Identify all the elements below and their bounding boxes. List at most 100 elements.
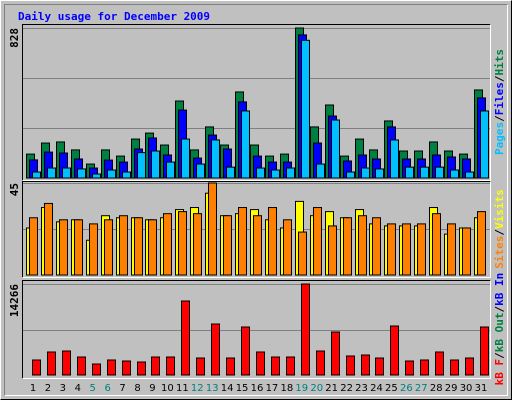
- x-tick-label: 25: [385, 383, 398, 394]
- bar: [148, 219, 157, 276]
- x-tick-label: 3: [60, 383, 66, 394]
- x-tick-label: 5: [90, 383, 96, 394]
- bar: [375, 357, 384, 376]
- x-tick-label: 8: [134, 383, 140, 394]
- legend-separator: /: [493, 229, 506, 236]
- x-tick-label: 15: [236, 383, 249, 394]
- x-tick-label: 7: [119, 383, 125, 394]
- legend-separator: /: [493, 305, 506, 312]
- bar: [465, 357, 474, 376]
- legend: kB F/kB Out/kB In: [493, 273, 506, 386]
- bar: [92, 173, 101, 179]
- bar: [271, 356, 280, 376]
- bar: [77, 168, 86, 179]
- x-tick-label: 21: [325, 383, 338, 394]
- bar: [89, 223, 98, 276]
- bar: [47, 351, 56, 376]
- bar: [331, 119, 340, 179]
- bar: [450, 169, 459, 179]
- bar: [343, 217, 352, 276]
- bar: [432, 213, 441, 276]
- x-tick-label: 23: [355, 383, 368, 394]
- bar: [301, 283, 310, 376]
- bar: [211, 323, 220, 376]
- x-tick-label: 4: [75, 383, 81, 394]
- x-tick-label: 16: [251, 383, 264, 394]
- bar: [166, 356, 175, 376]
- bar: [122, 360, 131, 376]
- bar: [390, 325, 399, 376]
- bar: [450, 359, 459, 376]
- bar: [286, 356, 295, 376]
- bar: [435, 166, 444, 179]
- chart-title: Daily usage for December 2009: [18, 10, 210, 23]
- x-tick-label: 28: [430, 383, 443, 394]
- bar: [151, 150, 160, 179]
- bar: [361, 354, 370, 376]
- bar: [271, 169, 280, 179]
- bar: [119, 215, 128, 276]
- bar: [226, 166, 235, 179]
- legend-separator: /: [493, 75, 506, 82]
- legend-entry: Files: [493, 82, 506, 115]
- bar: [137, 361, 146, 376]
- x-tick-label: 30: [460, 383, 473, 394]
- bar: [134, 217, 143, 276]
- bar: [223, 215, 232, 276]
- bar: [435, 351, 444, 376]
- x-tick-label: 31: [475, 383, 488, 394]
- x-tick-label: 29: [445, 383, 458, 394]
- bar: [181, 300, 190, 376]
- bar: [241, 110, 250, 179]
- panel-edge-dark: [22, 24, 491, 181]
- bar: [151, 356, 160, 376]
- legend: Pages/Files/Hits: [493, 49, 506, 155]
- x-tick-label: 18: [280, 383, 293, 394]
- bar: [346, 355, 355, 376]
- bar: [420, 359, 429, 376]
- x-tick-label: 17: [266, 383, 279, 394]
- bar: [253, 215, 262, 276]
- bar: [387, 223, 396, 276]
- legend-separator: /: [493, 352, 506, 359]
- bar: [256, 351, 265, 376]
- bar: [107, 169, 116, 179]
- x-tick-label: 1: [30, 383, 36, 394]
- bar: [286, 167, 295, 179]
- bar: [166, 161, 175, 179]
- bar: [301, 39, 310, 179]
- legend-entry: Visits: [493, 189, 506, 229]
- x-tick-label: 13: [206, 383, 219, 394]
- bar: [107, 359, 116, 376]
- legend-entry: Hits: [493, 49, 506, 76]
- bar: [346, 171, 355, 179]
- bar: [44, 202, 53, 276]
- bar: [62, 350, 71, 376]
- panel-edge-dark: [22, 280, 491, 379]
- x-tick-label: 10: [161, 383, 174, 394]
- bar: [375, 168, 384, 179]
- bar: [480, 326, 489, 376]
- bar: [402, 223, 411, 276]
- bar: [62, 167, 71, 179]
- bar: [480, 110, 489, 179]
- bar: [328, 225, 337, 276]
- bar: [241, 326, 250, 376]
- panel-edge-light: [22, 280, 491, 379]
- y-tick-label: 14266: [8, 284, 21, 317]
- bar: [372, 217, 381, 276]
- bar: [313, 207, 322, 276]
- y-tick-label: 45: [8, 183, 21, 196]
- panel-edge-light: [22, 24, 491, 181]
- x-tick-label: 9: [149, 383, 155, 394]
- bar: [104, 219, 113, 276]
- legend-separator: /: [493, 115, 506, 122]
- inner-frame-dark: [4, 4, 508, 396]
- bar: [77, 356, 86, 376]
- bar: [405, 166, 414, 179]
- bar: [59, 219, 68, 276]
- x-tick-label: 24: [370, 383, 383, 394]
- bar: [226, 357, 235, 376]
